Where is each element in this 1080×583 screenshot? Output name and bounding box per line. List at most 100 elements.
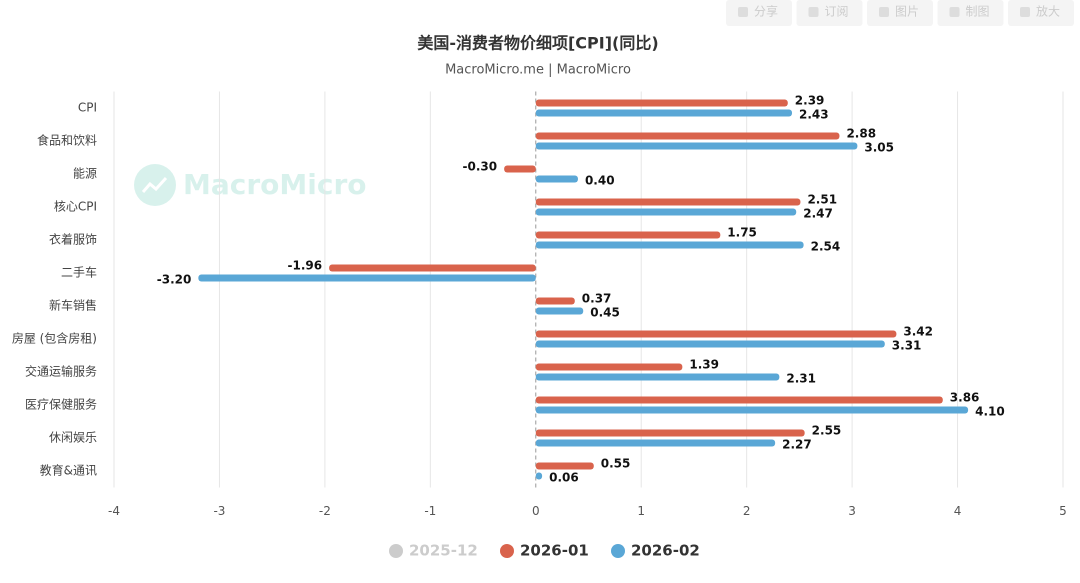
x-tick-label: -4 bbox=[108, 504, 120, 518]
y-tick-label: 教育&通讯 bbox=[40, 463, 97, 478]
legend-marker[interactable] bbox=[500, 544, 514, 558]
bar bbox=[535, 406, 969, 414]
data-label: 2.88 bbox=[846, 127, 876, 141]
toolbar-button[interactable] bbox=[796, 0, 863, 26]
bar bbox=[535, 373, 780, 381]
toolbar-button[interactable] bbox=[937, 0, 1004, 26]
toolbar-icon bbox=[808, 7, 819, 17]
y-tick-label: 房屋 (包含房租) bbox=[12, 331, 97, 346]
data-label: 0.37 bbox=[582, 292, 612, 306]
y-tick-label: 衣着服饰 bbox=[49, 232, 97, 247]
bar bbox=[535, 99, 788, 107]
legend-marker[interactable] bbox=[389, 544, 403, 558]
y-tick-label: 能源 bbox=[73, 167, 97, 181]
x-tick-label: 0 bbox=[532, 504, 540, 518]
bar bbox=[535, 307, 584, 315]
y-tick-label: 医疗保健服务 bbox=[25, 397, 97, 412]
bar bbox=[535, 109, 793, 117]
watermark-group: MacroMicro bbox=[134, 164, 367, 206]
data-label: 0.55 bbox=[601, 457, 631, 471]
bar bbox=[535, 462, 594, 470]
toolbar-label: 订阅 bbox=[824, 5, 848, 19]
bar bbox=[535, 231, 721, 239]
bar bbox=[535, 175, 578, 183]
bar bbox=[535, 363, 683, 371]
toolbar-button[interactable] bbox=[867, 0, 933, 26]
toolbar-icon bbox=[1020, 7, 1030, 17]
data-label: 2.54 bbox=[811, 240, 841, 254]
y-tick-label: 休闲娱乐 bbox=[49, 431, 97, 445]
data-label: 3.86 bbox=[950, 391, 980, 405]
watermark: MacroMicro bbox=[183, 168, 367, 201]
x-tick-label: 5 bbox=[1059, 504, 1067, 518]
bar bbox=[535, 241, 804, 249]
chart-title: 美国-消费者物价细项[CPI](同比) bbox=[417, 34, 658, 53]
data-label: 2.51 bbox=[807, 193, 837, 207]
data-label: 2.55 bbox=[812, 424, 842, 438]
x-tick-label: -1 bbox=[424, 504, 436, 518]
y-tick-label: 核心CPI bbox=[54, 200, 97, 214]
bar bbox=[535, 297, 575, 305]
bar bbox=[535, 396, 943, 404]
data-label: 1.75 bbox=[727, 226, 757, 240]
toolbar-button[interactable] bbox=[726, 0, 792, 26]
data-label: -0.30 bbox=[463, 160, 498, 174]
toolbar-label: 放大 bbox=[1036, 4, 1060, 19]
bar bbox=[535, 208, 797, 216]
bar bbox=[535, 330, 897, 338]
bar bbox=[535, 132, 840, 140]
x-tick-label: -3 bbox=[213, 504, 225, 518]
legend-marker[interactable] bbox=[611, 544, 625, 558]
data-label: 2.43 bbox=[799, 108, 829, 122]
bar bbox=[535, 142, 858, 150]
bar bbox=[329, 264, 536, 272]
data-label: 0.06 bbox=[549, 471, 579, 485]
x-tick-label: 4 bbox=[954, 504, 962, 518]
x-tick-label: 1 bbox=[637, 504, 645, 518]
y-tick-label: 食品和饮料 bbox=[37, 133, 97, 148]
bar bbox=[535, 472, 543, 480]
x-tick-label: -2 bbox=[319, 504, 331, 518]
y-tick-label: 二手车 bbox=[61, 265, 97, 280]
data-label: 0.40 bbox=[585, 174, 615, 188]
data-label: -1.96 bbox=[288, 259, 323, 273]
toolbar-icon bbox=[738, 7, 748, 17]
data-label: 1.39 bbox=[689, 358, 719, 372]
data-label: 3.05 bbox=[864, 141, 894, 155]
data-label: 2.47 bbox=[803, 207, 833, 221]
toolbar-label: 分享 bbox=[754, 4, 778, 19]
bar bbox=[535, 198, 801, 206]
toolbar-label: 图片 bbox=[895, 5, 919, 19]
data-label: 2.39 bbox=[795, 94, 825, 108]
data-label: -3.20 bbox=[157, 273, 192, 287]
data-label: 2.31 bbox=[786, 372, 816, 386]
bar bbox=[198, 274, 536, 282]
y-tick-label: 新车销售 bbox=[49, 298, 97, 313]
toolbar-label: 制图 bbox=[965, 5, 989, 19]
toolbar-icon bbox=[879, 7, 889, 17]
x-tick-label: 2 bbox=[743, 504, 751, 518]
bar bbox=[535, 429, 805, 437]
legend-label[interactable]: 2025-12 bbox=[409, 542, 478, 560]
toolbar-button[interactable] bbox=[1008, 0, 1074, 26]
x-tick-label: 3 bbox=[848, 504, 856, 518]
y-tick-label: CPI bbox=[78, 101, 97, 115]
bar bbox=[504, 165, 536, 173]
data-label: 3.42 bbox=[903, 325, 933, 339]
data-label: 4.10 bbox=[975, 405, 1005, 419]
data-label: 0.45 bbox=[590, 306, 620, 320]
data-label: 3.31 bbox=[892, 339, 922, 353]
legend-label[interactable]: 2026-01 bbox=[520, 542, 589, 560]
y-tick-label: 交通运输服务 bbox=[25, 364, 97, 379]
toolbar-icon bbox=[949, 7, 960, 17]
legend-label[interactable]: 2026-02 bbox=[631, 542, 700, 560]
data-label: 2.27 bbox=[782, 438, 812, 452]
watermark-logo bbox=[134, 164, 176, 206]
bar bbox=[535, 340, 885, 348]
watermark-icon bbox=[141, 176, 168, 193]
bar bbox=[535, 439, 776, 447]
chart-subtitle: MacroMicro.me | MacroMicro bbox=[445, 63, 631, 78]
toolbar: 分享 订阅 图片 制图 放大 bbox=[726, 0, 1074, 26]
